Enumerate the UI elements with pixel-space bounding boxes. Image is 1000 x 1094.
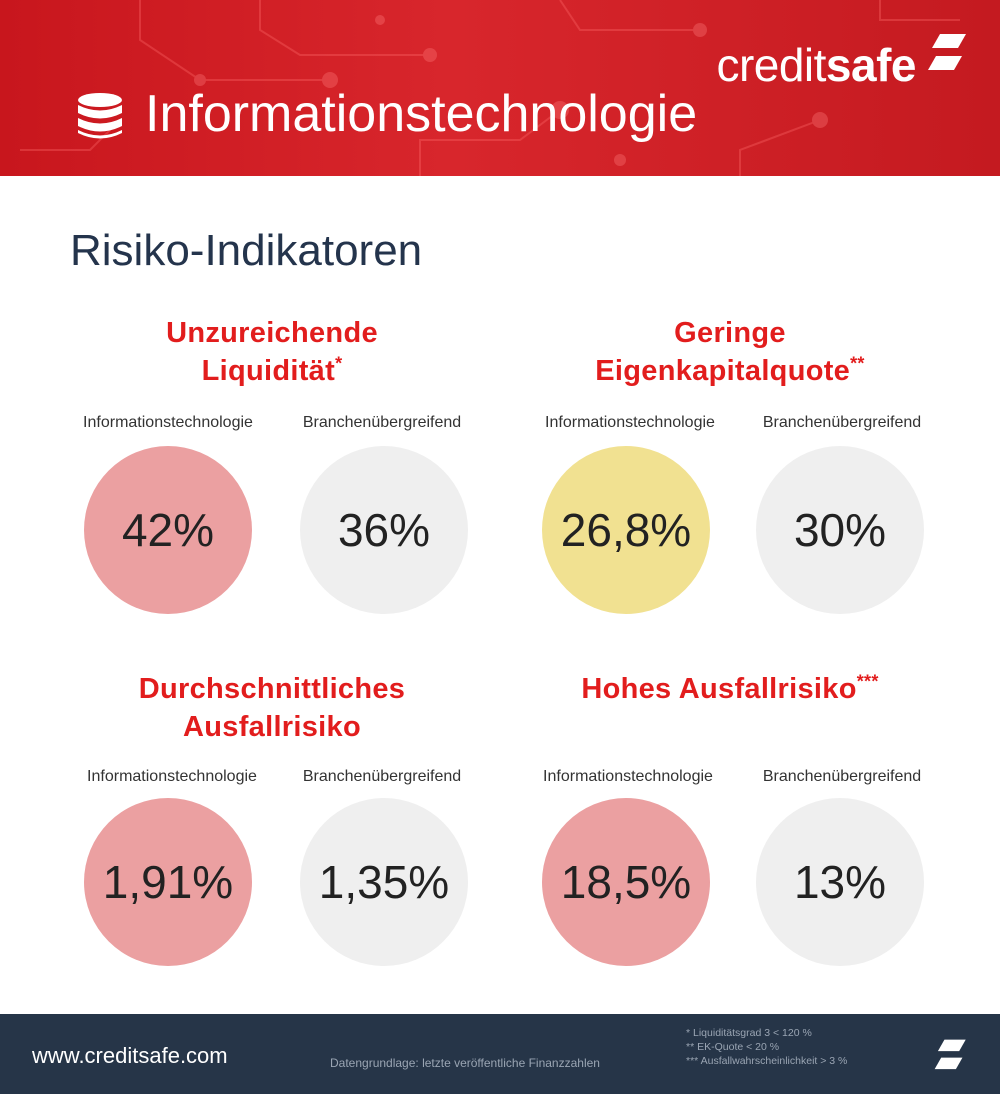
value-circle-industry: 1,91% xyxy=(84,798,252,966)
footer: www.creditsafe.com Datengrundlage: letzt… xyxy=(0,1014,1000,1094)
value-industry: 26,8% xyxy=(560,504,692,556)
value-cross-industry: 30% xyxy=(793,504,887,556)
footnotes: * Liquiditätsgrad 3 < 120 % ** EK-Quote … xyxy=(686,1026,847,1068)
indicator-high-default-risk: Hohes Ausfallrisiko*** Informationstechn… xyxy=(510,670,950,990)
brand-bold: safe xyxy=(825,39,917,91)
circuit-pattern-decoration xyxy=(20,0,960,176)
label-industry: Informationstechnologie xyxy=(87,768,257,785)
footnote-marker: ** xyxy=(850,353,865,374)
indicator-liquidity: Unzureichende Liquidität* Informationste… xyxy=(52,314,492,634)
indicator-title: Durchschnittliches Ausfallrisiko xyxy=(52,670,492,746)
value-circle-industry: 42% xyxy=(84,446,252,614)
value-cross-industry: 36% xyxy=(337,504,431,556)
indicator-average-default-risk: Durchschnittliches Ausfallrisiko Informa… xyxy=(52,670,492,990)
value-circle-cross-industry: 1,35% xyxy=(300,798,468,966)
label-industry: Informationstechnologie xyxy=(545,414,715,431)
indicator-title-line2: Liquidität xyxy=(201,355,336,387)
indicator-title-line2: Eigenkapitalquote xyxy=(595,355,851,387)
label-cross-industry: Branchenübergreifend xyxy=(762,768,922,785)
value-circle-industry: 26,8% xyxy=(542,446,710,614)
creditsafe-logo-mark-icon xyxy=(934,1039,966,1070)
indicator-title-line1: Geringe xyxy=(674,317,786,349)
footnote-3: *** Ausfallwahrscheinlichkeit > 3 % xyxy=(686,1055,848,1067)
value-industry: 1,91% xyxy=(102,856,234,908)
value-cross-industry: 1,35% xyxy=(318,856,450,908)
indicator-title-line1: Durchschnittliches xyxy=(138,673,406,705)
footnote-marker: * xyxy=(335,353,343,374)
value-industry: 18,5% xyxy=(560,856,692,908)
footnote-1: * Liquiditätsgrad 3 < 120 % xyxy=(686,1027,812,1039)
indicator-title: Unzureichende Liquidität* xyxy=(52,314,492,390)
footnote-2: ** EK-Quote < 20 % xyxy=(686,1041,780,1053)
label-cross-industry: Branchenübergreifend xyxy=(302,768,462,785)
indicator-equity-ratio: Geringe Eigenkapitalquote** Informations… xyxy=(510,314,950,634)
header-banner: creditsafe Informationstechnologie xyxy=(0,0,1000,176)
header-title: Informationstechnologie xyxy=(145,85,698,143)
value-cross-industry: 13% xyxy=(793,856,887,908)
label-cross-industry: Branchenübergreifend xyxy=(762,414,922,431)
label-industry: Informationstechnologie xyxy=(83,414,253,431)
creditsafe-logo: creditsafe xyxy=(716,38,916,92)
value-circle-cross-industry: 13% xyxy=(756,798,924,966)
brand-light: credit xyxy=(716,39,826,91)
value-circle-cross-industry: 30% xyxy=(756,446,924,614)
database-icon xyxy=(78,93,122,139)
indicator-title-line1: Unzureichende xyxy=(166,317,378,349)
value-industry: 42% xyxy=(121,504,215,556)
footnote-marker: *** xyxy=(856,671,879,692)
indicator-title: Hohes Ausfallrisiko*** xyxy=(510,670,950,708)
indicator-title: Geringe Eigenkapitalquote** xyxy=(510,314,950,390)
creditsafe-logo-mark xyxy=(928,34,966,70)
indicator-title-line2: Ausfallrisiko xyxy=(183,711,361,743)
value-circle-industry: 18,5% xyxy=(542,798,710,966)
label-cross-industry: Branchenübergreifend xyxy=(302,414,462,431)
indicator-title-line1: Hohes Ausfallrisiko xyxy=(581,673,857,705)
data-source-note: Datengrundlage: letzte veröffentliche Fi… xyxy=(330,1056,600,1070)
label-industry: Informationstechnologie xyxy=(543,768,713,785)
website-link[interactable]: www.creditsafe.com xyxy=(32,1043,228,1068)
value-circle-cross-industry: 36% xyxy=(300,446,468,614)
section-title: Risiko-Indikatoren xyxy=(70,226,423,275)
